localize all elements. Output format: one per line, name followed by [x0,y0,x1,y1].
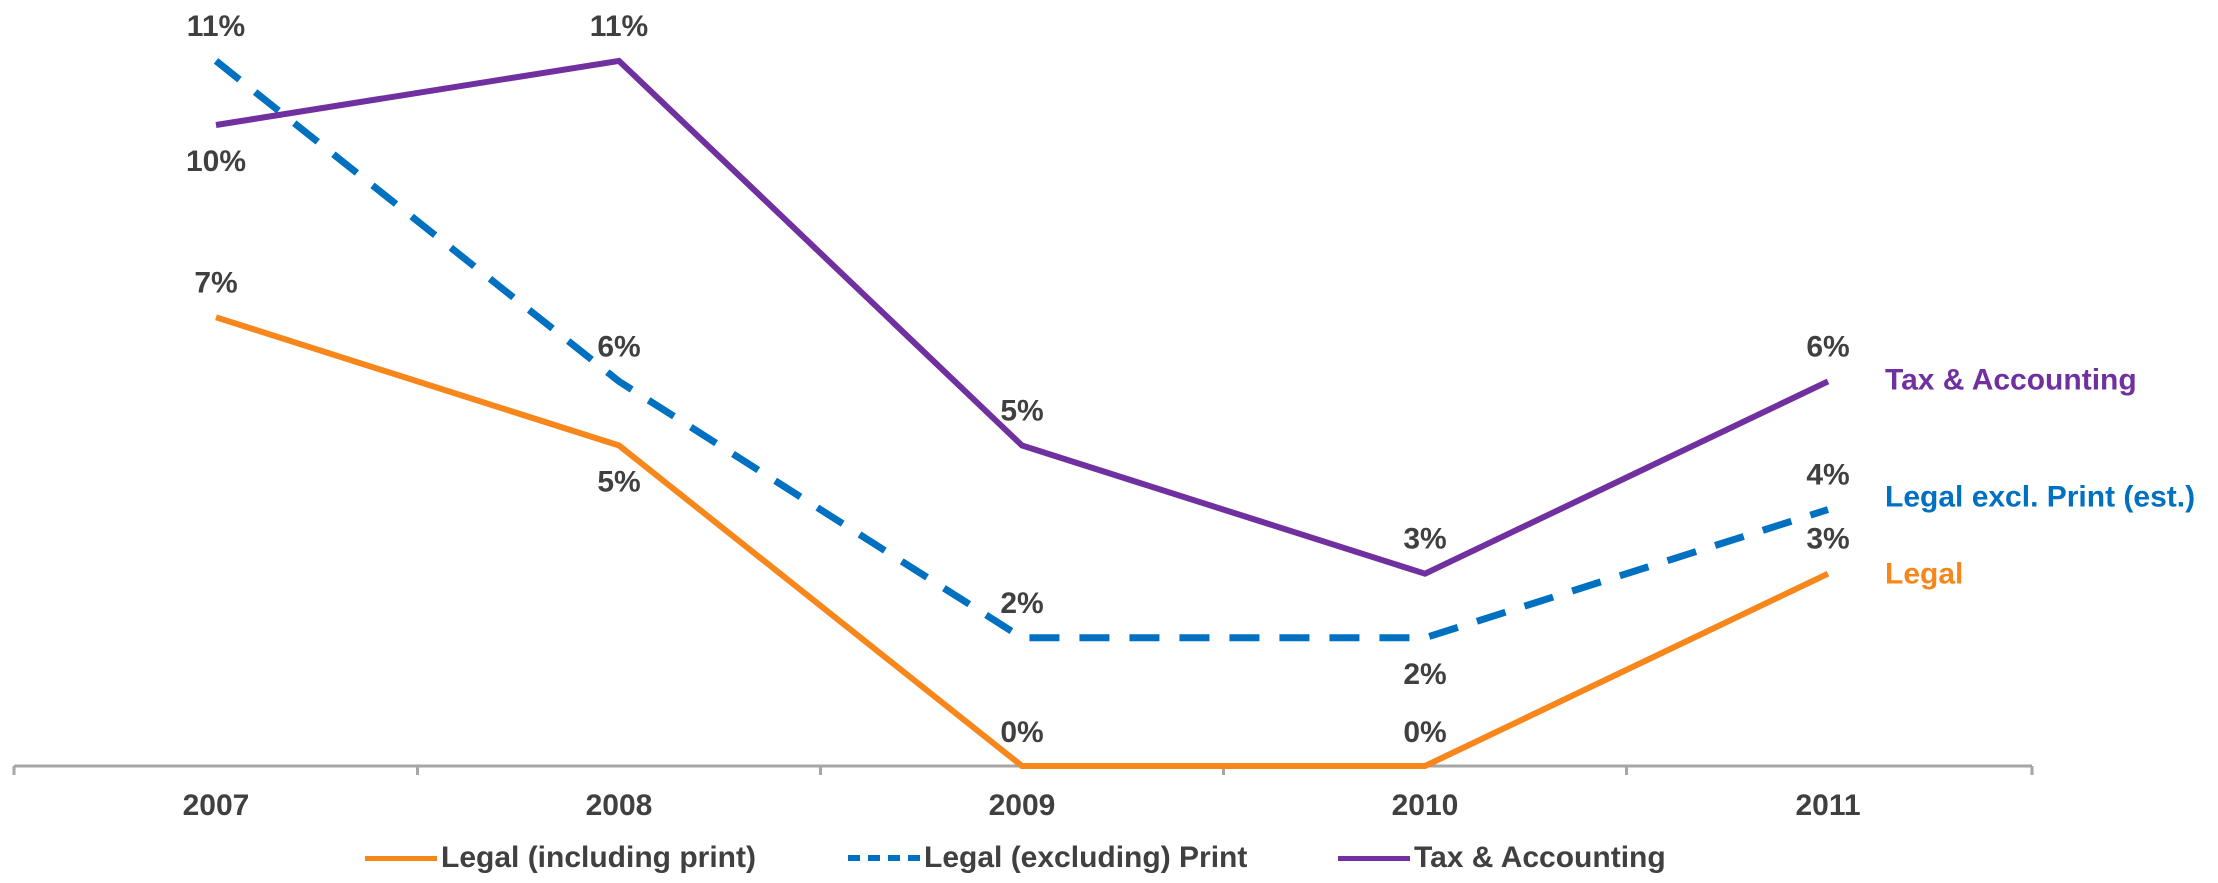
legend: Legal (including print) Legal (excluding… [0,838,2218,878]
data-label-s2-1: 11% [590,10,648,43]
data-label-s1-2: 2% [1000,587,1043,620]
data-label-s2-0: 10% [186,145,246,178]
series-line-1 [213,58,1830,642]
data-labels: 7% 5% 0% 0% 3% 11% 6% 2% 2% 4% 10% 11% 5% 3% 6% [186,10,1850,749]
legend-swatch-1 [848,855,920,861]
x-tick-label-2007: 2007 [183,789,250,822]
series-end-label-2: Tax & Accounting [1885,363,2137,396]
legend-swatch-2 [1338,855,1410,861]
legend-swatch-0 [365,855,437,861]
data-label-s2-3: 3% [1403,523,1446,556]
data-label-s0-4: 3% [1806,523,1849,556]
series-end-labels: Legal Legal excl. Print (est.) Tax & Accou… [1885,363,2195,590]
data-label-s2-4: 6% [1806,330,1849,363]
legend-label-0: Legal (including print) [441,841,756,874]
data-label-s1-0: 11% [187,10,245,43]
series-line-0 [215,314,1830,769]
x-tick-label-2011: 2011 [1795,789,1860,822]
legend-item-1: Legal (excluding) Print [848,838,1247,878]
data-label-s0-3: 0% [1403,716,1446,749]
x-tick-label-2008: 2008 [586,789,653,822]
legend-item-2: Tax & Accounting [1338,838,1666,878]
legend-label-1: Legal (excluding) Print [924,841,1248,874]
x-axis: 2007 2008 2009 2010 2011 [12,764,2034,822]
legend-item-0: Legal (including print) [365,838,756,878]
series-line-2 [215,57,1830,577]
data-label-s0-2: 0% [1000,716,1043,749]
legend-label-2: Tax & Accounting [1414,841,1666,874]
data-label-s1-4: 4% [1806,459,1849,492]
x-tick-label-2009: 2009 [989,789,1056,822]
data-label-s1-3: 2% [1403,658,1446,691]
series-end-label-0: Legal [1885,558,1963,591]
series-lines [213,57,1830,769]
data-label-s0-0: 7% [194,266,237,299]
data-label-s0-1: 5% [597,466,640,499]
series-end-label-1: Legal excl. Print (est.) [1885,481,2195,514]
data-label-s2-2: 5% [1000,395,1043,428]
data-label-s1-1: 6% [597,330,640,363]
x-tick-label-2010: 2010 [1392,789,1459,822]
